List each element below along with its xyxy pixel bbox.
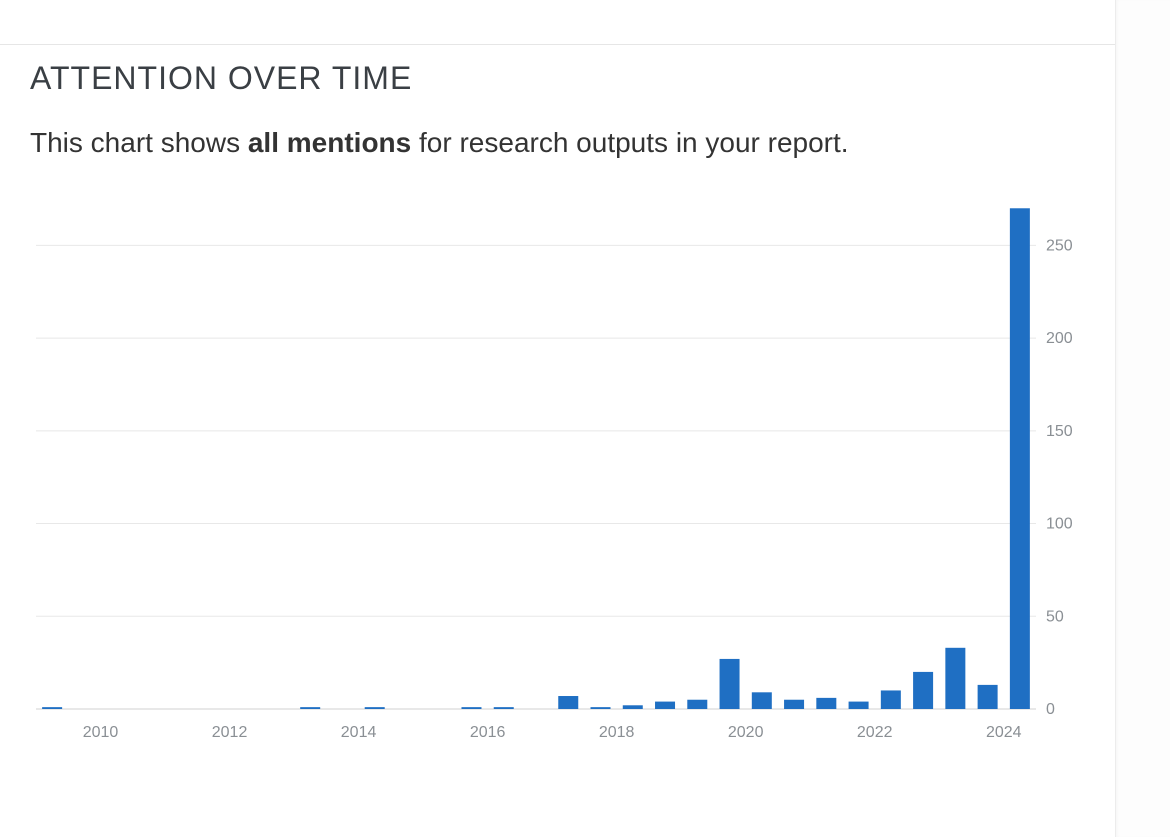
y-tick-label: 50 bbox=[1046, 608, 1064, 625]
chart-caption: This chart shows all mentions for resear… bbox=[30, 127, 1115, 159]
x-tick-label: 2022 bbox=[857, 724, 893, 741]
y-tick-label: 150 bbox=[1046, 423, 1073, 440]
bar bbox=[365, 707, 385, 709]
bar bbox=[591, 707, 611, 709]
y-tick-label: 0 bbox=[1046, 701, 1055, 718]
bar bbox=[752, 692, 772, 709]
bar bbox=[461, 707, 481, 709]
caption-bold: all mentions bbox=[248, 127, 411, 158]
right-gutter bbox=[1115, 0, 1170, 837]
page-title: ATTENTION OVER TIME bbox=[30, 60, 1115, 97]
chart-area: 0 50 100 150 200 250 2010 2012 2014 2016 2018 2020 2… bbox=[36, 199, 1076, 759]
bar bbox=[655, 702, 675, 709]
y-tick-label: 100 bbox=[1046, 516, 1073, 533]
y-tick-label: 200 bbox=[1046, 330, 1073, 347]
x-tick-label: 2020 bbox=[728, 724, 764, 741]
bar bbox=[978, 685, 998, 709]
bar bbox=[623, 705, 643, 709]
x-tick-label: 2016 bbox=[470, 724, 506, 741]
bar bbox=[849, 702, 869, 709]
caption-prefix: This chart shows bbox=[30, 127, 248, 158]
bar bbox=[558, 696, 578, 709]
bar bbox=[816, 698, 836, 709]
attention-over-time-chart: 0 50 100 150 200 250 2010 2012 2014 2016 2018 2020 2… bbox=[36, 199, 1096, 759]
bar bbox=[1010, 208, 1030, 709]
bar bbox=[913, 672, 933, 709]
bar bbox=[784, 700, 804, 709]
bar bbox=[494, 707, 514, 709]
content-container: ATTENTION OVER TIME This chart shows all… bbox=[30, 60, 1115, 837]
x-tick-label: 2014 bbox=[341, 724, 377, 741]
bar bbox=[687, 700, 707, 709]
bar bbox=[300, 707, 320, 709]
bar bbox=[945, 648, 965, 709]
top-divider bbox=[0, 44, 1115, 45]
caption-suffix: for research outputs in your report. bbox=[411, 127, 848, 158]
bar bbox=[720, 659, 740, 709]
x-tick-label: 2024 bbox=[986, 724, 1022, 741]
x-tick-label: 2010 bbox=[83, 724, 119, 741]
y-tick-label: 250 bbox=[1046, 237, 1073, 254]
bar bbox=[42, 707, 62, 709]
x-tick-label: 2018 bbox=[599, 724, 635, 741]
x-tick-label: 2012 bbox=[212, 724, 248, 741]
bar bbox=[881, 690, 901, 709]
page-root: ATTENTION OVER TIME This chart shows all… bbox=[0, 0, 1170, 837]
